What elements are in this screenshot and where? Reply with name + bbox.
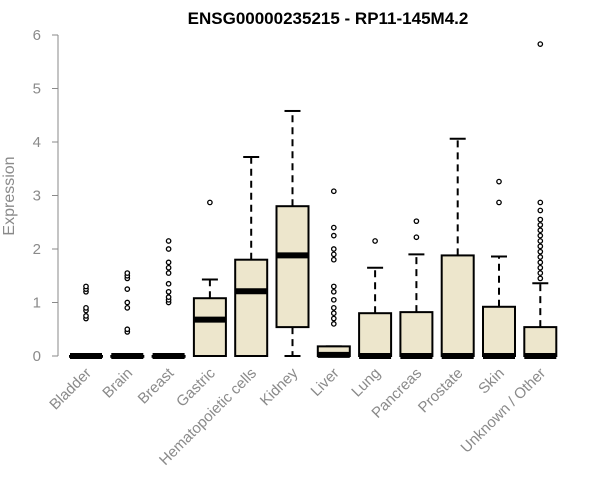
x-category-label-1: Brain [99,365,136,402]
box-group-8 [399,218,434,359]
outlier-point-11-0 [537,275,544,282]
box-group-7 [358,238,393,359]
outlier-point-2-4 [165,280,172,287]
x-category-label-0: Bladder [46,365,95,414]
box-8 [399,311,434,358]
outlier-point-2-3 [165,288,172,295]
box-5 [275,205,310,329]
y-tick-label-3: 3 [33,188,41,205]
box-11 [523,326,558,357]
outlier-point-11-5 [537,248,544,255]
box-7 [358,312,393,358]
outlier-point-2-5 [165,270,172,276]
outlier-point-11-8 [537,232,544,239]
box-group-10 [482,178,516,359]
outlier-point-8-0 [413,234,420,241]
outlier-point-6-6 [330,283,337,290]
outlier-point-6-3 [330,304,337,311]
outlier-point-6-0 [330,321,337,327]
outlier-point-11-7 [537,238,544,244]
outlier-point-0-6 [83,283,89,290]
outlier-point-2-8 [165,246,172,252]
outlier-point-11-10 [537,222,544,228]
box-group-6 [316,188,351,358]
outlier-point-1-7 [124,270,131,276]
outlier-point-6-1 [330,315,337,322]
outlier-point-10-1 [496,178,502,185]
box-group-9 [440,137,475,359]
x-category-label-7: Lung [348,365,384,401]
box-group-11 [523,41,558,359]
outlier-point-11-1 [537,270,544,276]
outlier-point-11-4 [537,254,544,260]
box-3 [192,297,227,357]
outlier-point-2-9 [165,238,172,244]
outlier-point-11-9 [537,227,544,234]
outlier-point-11-14 [537,41,544,47]
x-category-label-2: Breast [135,364,178,407]
outlier-point-6-8 [330,251,337,258]
outlier-point-0-1 [83,313,89,319]
outlier-point-3-0 [207,199,213,206]
outlier-point-1-2 [124,304,131,311]
box-4 [234,258,269,358]
y-tick-label-4: 4 [33,134,41,151]
outlier-point-6-12 [330,188,337,195]
x-category-label-6: Liver [308,365,343,400]
box-group-5 [275,109,310,357]
outlier-point-6-9 [330,246,337,252]
outlier-point-2-7 [165,259,172,266]
x-category-label-5: Kidney [257,364,302,409]
outlier-point-2-2 [165,294,172,300]
box-9 [440,254,475,357]
outlier-point-6-2 [330,310,337,317]
x-category-label-10: Skin [475,365,508,398]
y-tick-label-0: 0 [33,348,41,365]
outlier-point-11-2 [537,264,544,271]
outlier-point-2-6 [165,264,172,271]
outlier-point-11-12 [537,207,544,214]
box-group-3 [192,199,227,357]
outlier-point-11-3 [537,259,544,266]
outlier-point-6-5 [330,288,337,295]
chart-title: ENSG00000235215 - RP11-145M4.2 [188,9,469,28]
y-axis-label: Expression [1,156,18,235]
y-tick-label-1: 1 [33,295,41,312]
outlier-point-10-0 [496,199,502,206]
outlier-point-0-3 [83,304,89,311]
outlier-point-1-3 [124,299,131,306]
outlier-point-11-6 [537,243,544,250]
outlier-point-1-1 [124,326,131,333]
box-group-4 [234,155,269,358]
outlier-point-11-11 [537,216,544,223]
y-tick-label-2: 2 [33,241,41,258]
box-group-1 [110,270,145,359]
box-group-0 [69,283,103,359]
y-tick-label-6: 6 [33,27,41,44]
outlier-point-1-4 [124,286,131,292]
outlier-point-6-4 [330,296,337,303]
box-10 [482,305,516,357]
outlier-point-8-1 [413,218,420,225]
outlier-point-7-0 [372,238,378,244]
outlier-point-6-11 [330,224,337,231]
outlier-point-6-7 [330,256,337,263]
boxplot-series [69,41,558,359]
y-tick-label-5: 5 [33,81,41,98]
outlier-point-6-10 [330,232,337,239]
outlier-point-11-13 [537,199,544,206]
y-axis: 0 1 2 3 4 5 6 [33,27,59,365]
x-category-label-9: Prostate [415,365,467,417]
box-group-2 [151,238,186,359]
